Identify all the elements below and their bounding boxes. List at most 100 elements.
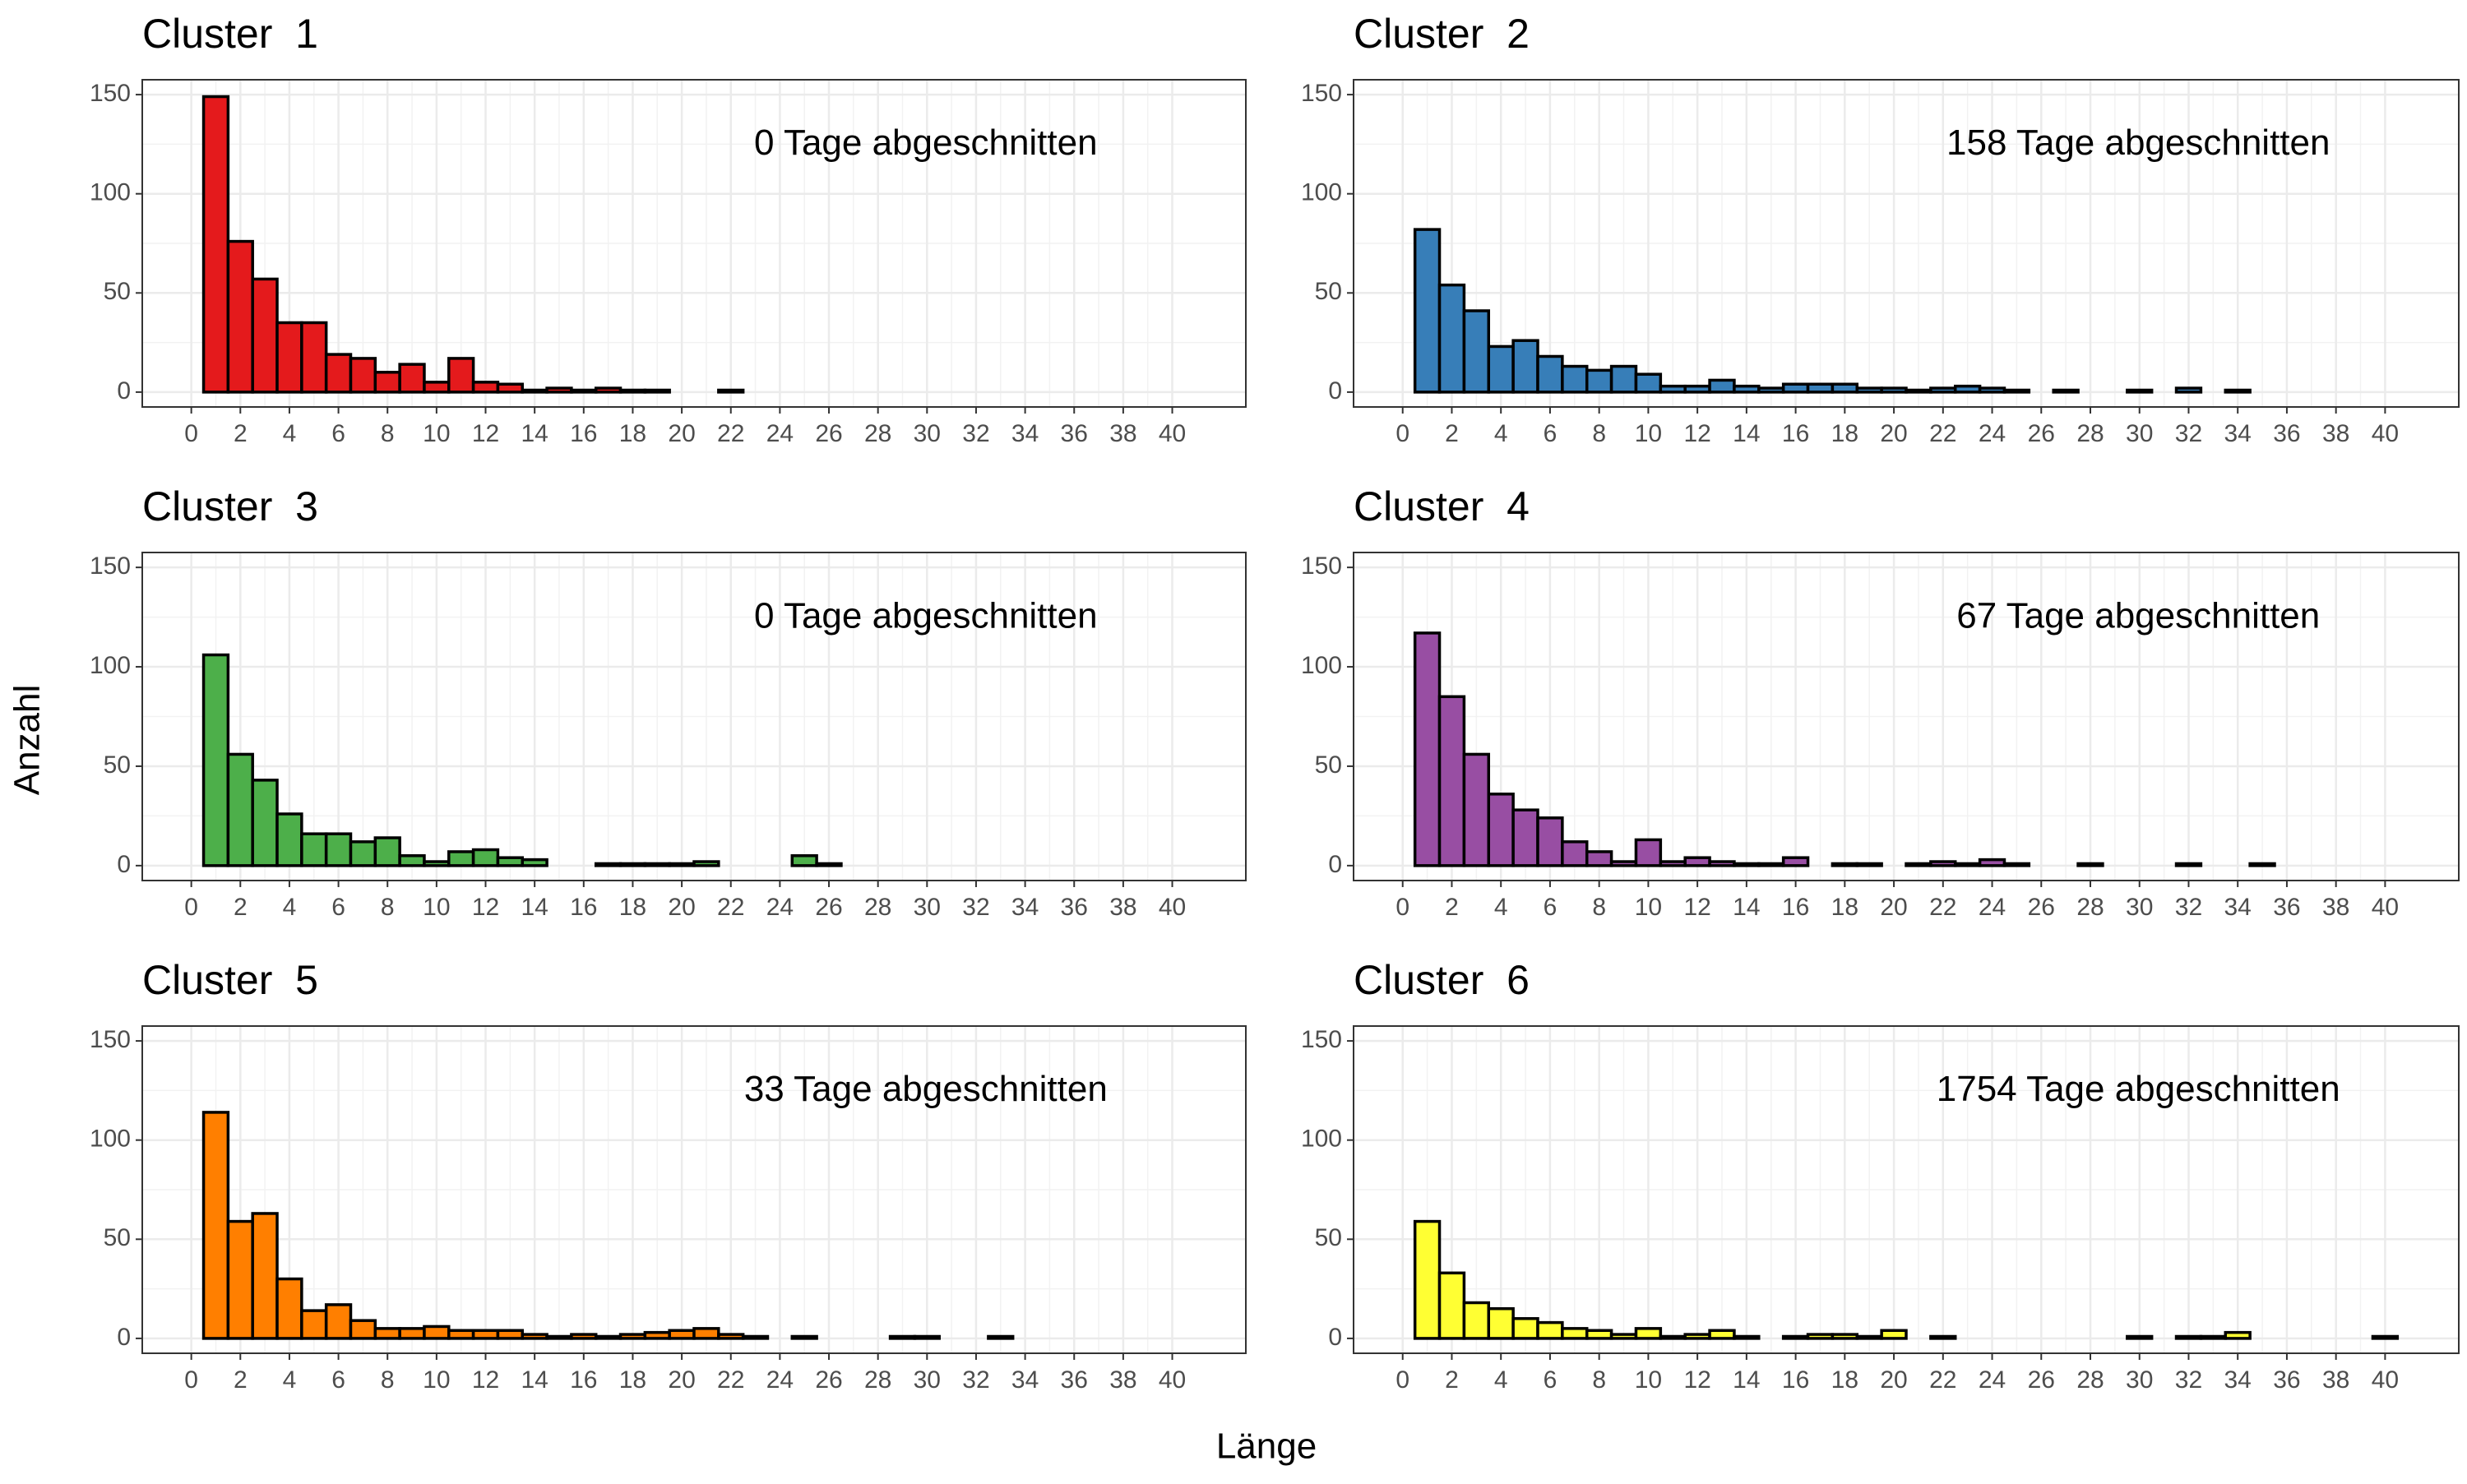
y-tick-label: 0: [117, 377, 131, 405]
bar: [1978, 858, 2006, 867]
bar: [471, 1329, 500, 1340]
bar: [1929, 386, 1957, 394]
bar: [913, 1334, 941, 1340]
panel: 0 2 4 6 8 10 12 14 16 18 20 22 24 26 28 30 32 34 36 38 40050…: [1301, 483, 2460, 921]
bar: [2002, 388, 2031, 394]
x-tick-label: 26: [815, 894, 842, 921]
bar: [618, 862, 647, 867]
bar: [1413, 1219, 1442, 1340]
x-tick-label: 40: [2372, 894, 2399, 921]
x-tick-label: 18: [619, 420, 646, 447]
bar: [251, 779, 279, 867]
x-tick-label: 8: [381, 420, 395, 447]
bar: [1585, 368, 1613, 394]
x-tick-label: 34: [1011, 1366, 1039, 1394]
x-tick-label: 6: [331, 420, 345, 447]
y-tick-label: 150: [90, 552, 131, 580]
bar: [2174, 1334, 2203, 1340]
x-tick-label: 32: [962, 894, 989, 921]
bar: [1511, 808, 1539, 867]
y-axis-title: Anzahl: [7, 685, 48, 796]
bar: [741, 1334, 770, 1340]
panel-border: [141, 1025, 1247, 1354]
bar: [521, 1333, 548, 1340]
bar: [668, 1329, 696, 1340]
x-tick-label: 14: [1733, 894, 1760, 921]
bar: [570, 388, 598, 394]
x-tick-label: 4: [1494, 1366, 1508, 1394]
bar: [1487, 793, 1515, 867]
bar: [300, 832, 328, 867]
x-tick-label: 32: [2175, 1366, 2202, 1394]
y-tick-label: 0: [1328, 1324, 1342, 1351]
bar: [226, 239, 254, 394]
bar: [1462, 1301, 1491, 1340]
bar: [471, 848, 500, 867]
x-tick-label: 12: [1683, 420, 1710, 447]
y-tick-label: 0: [1328, 851, 1342, 878]
bar: [496, 382, 524, 394]
bar: [1831, 382, 1859, 394]
panel: 0 2 4 6 8 10 12 14 16 18 20 22 24 26 28 30 32 34 36 38 40050…: [1301, 957, 2460, 1394]
x-tick-label: 26: [815, 1366, 842, 1394]
bar: [496, 1329, 524, 1340]
bar: [201, 653, 230, 867]
bar: [1757, 386, 1785, 394]
bar: [2199, 1334, 2228, 1340]
x-tick-label: 22: [717, 420, 744, 447]
bar: [1855, 862, 1883, 867]
x-tick-label: 8: [381, 1366, 395, 1394]
x-tick-label: 40: [2372, 1366, 2399, 1394]
bar: [2126, 1334, 2154, 1340]
bar: [717, 1333, 745, 1340]
x-tick-label: 16: [1782, 894, 1809, 921]
bar: [201, 95, 230, 394]
x-tick-label: 38: [2322, 1366, 2349, 1394]
bar: [398, 854, 426, 867]
x-tick-label: 2: [234, 420, 248, 447]
bar: [496, 856, 524, 867]
y-tick-label: 100: [1301, 1126, 1342, 1153]
x-tick-label: 6: [331, 1366, 345, 1394]
x-tick-label: 24: [766, 894, 794, 921]
annotation: 0 Tage abgeschnitten: [754, 123, 1098, 163]
x-tick-label: 26: [2028, 1366, 2055, 1394]
x-tick-label: 16: [1782, 1366, 1809, 1394]
bar: [521, 388, 548, 394]
x-tick-label: 16: [570, 894, 597, 921]
x-tick-label: 14: [521, 420, 548, 447]
bar: [471, 381, 500, 394]
bar: [2224, 388, 2252, 394]
bar: [1733, 384, 1761, 394]
x-tick-label: 14: [521, 894, 548, 921]
bar: [1659, 860, 1687, 867]
bar: [618, 1333, 647, 1340]
bar: [594, 862, 623, 867]
bar: [398, 1327, 426, 1340]
x-tick-label: 30: [914, 420, 941, 447]
x-tick-label: 18: [619, 894, 646, 921]
bar: [447, 850, 475, 867]
x-tick-label: 24: [1979, 894, 2006, 921]
y-tick-label: 50: [104, 278, 131, 305]
bar: [1585, 850, 1613, 867]
x-tick-label: 30: [2126, 420, 2153, 447]
bar: [1487, 344, 1515, 394]
bar: [1806, 1333, 1835, 1340]
panel-title: Cluster 2: [1354, 11, 1530, 57]
bar: [349, 1319, 377, 1340]
x-tick-label: 24: [1979, 420, 2006, 447]
bar: [987, 1334, 1015, 1340]
panel: 0 2 4 6 8 10 12 14 16 18 20 22 24 26 28 30 32 34 36 38 40050…: [90, 483, 1247, 921]
x-tick-label: 8: [1592, 1366, 1606, 1394]
x-tick-label: 30: [2126, 1366, 2153, 1394]
panel: 0 2 4 6 8 10 12 14 16 18 20 22 24 26 28 30 32 34 36 38 40050…: [90, 957, 1247, 1394]
x-tick-label: 20: [668, 420, 695, 447]
bar: [1462, 752, 1491, 867]
x-tick-label: 12: [1683, 894, 1710, 921]
y-tick-label: 0: [117, 1324, 131, 1351]
x-tick-label: 0: [184, 894, 198, 921]
x-tick-label: 38: [2322, 420, 2349, 447]
x-tick-label: 26: [815, 420, 842, 447]
x-tick-label: 2: [1445, 894, 1459, 921]
